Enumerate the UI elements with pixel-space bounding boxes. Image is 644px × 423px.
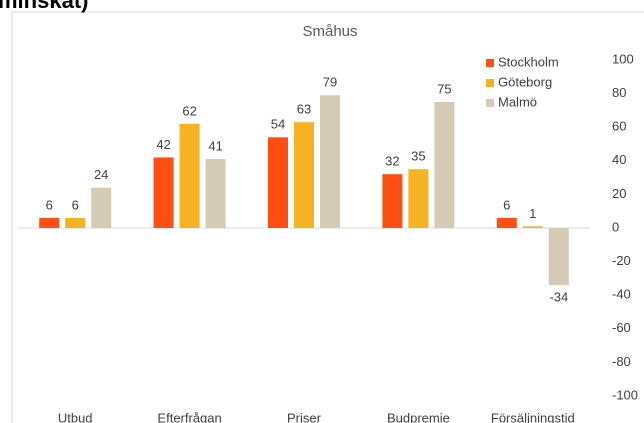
data-label: 63	[297, 102, 311, 117]
data-label: 1	[529, 206, 536, 221]
bar	[91, 187, 112, 228]
bar	[320, 95, 340, 228]
y-tick-label: -80	[612, 354, 631, 369]
legend-swatch	[486, 59, 494, 67]
data-label: 54	[271, 117, 285, 132]
bar	[294, 122, 314, 228]
data-label: 32	[385, 154, 399, 169]
data-label: 6	[46, 197, 53, 212]
y-tick-label: -100	[612, 387, 638, 402]
x-tick-label: Priser	[287, 410, 322, 423]
bar	[548, 228, 569, 286]
legend-label: Malmö	[498, 94, 537, 109]
bar	[268, 137, 288, 228]
y-tick-label: 0	[612, 219, 619, 234]
data-label: 42	[156, 137, 170, 152]
legend-label: Göteborg	[498, 74, 552, 89]
x-tick-label: Efterfrågan	[157, 410, 221, 423]
bar	[205, 159, 226, 228]
bar	[65, 217, 86, 228]
y-tick-label: 20	[612, 186, 626, 201]
bar	[39, 217, 60, 228]
bar	[522, 226, 543, 228]
data-label: 24	[94, 167, 108, 182]
legend-swatch	[486, 79, 494, 87]
bar	[179, 123, 200, 228]
x-tick-label: Budpremie	[387, 410, 450, 423]
data-label: 75	[437, 81, 451, 96]
data-label: 79	[323, 75, 337, 90]
x-tick-label: Utbud	[58, 410, 93, 423]
y-tick-label: -40	[612, 287, 631, 302]
page-heading: minskat)	[0, 0, 88, 13]
x-tick-label: Försäljningstid	[491, 410, 575, 423]
y-tick-label: -60	[612, 320, 631, 335]
data-label: 6	[72, 197, 79, 212]
chart-title: Småhus	[302, 23, 357, 40]
bar	[153, 157, 174, 228]
data-label: 6	[503, 197, 510, 212]
y-tick-label: -20	[612, 253, 631, 268]
data-label: 41	[208, 139, 222, 154]
bar	[408, 169, 429, 228]
y-tick-label: 100	[612, 51, 634, 66]
y-tick-label: 40	[612, 152, 626, 167]
bar	[434, 102, 455, 228]
data-label: -34	[549, 290, 568, 305]
bar	[382, 174, 403, 228]
data-label: 62	[182, 103, 196, 118]
data-label: 35	[411, 149, 425, 164]
legend-label: Stockholm	[498, 54, 559, 69]
legend-swatch	[486, 99, 494, 107]
y-tick-label: 80	[612, 85, 626, 100]
y-tick-label: 60	[612, 119, 626, 134]
bar	[496, 217, 517, 228]
